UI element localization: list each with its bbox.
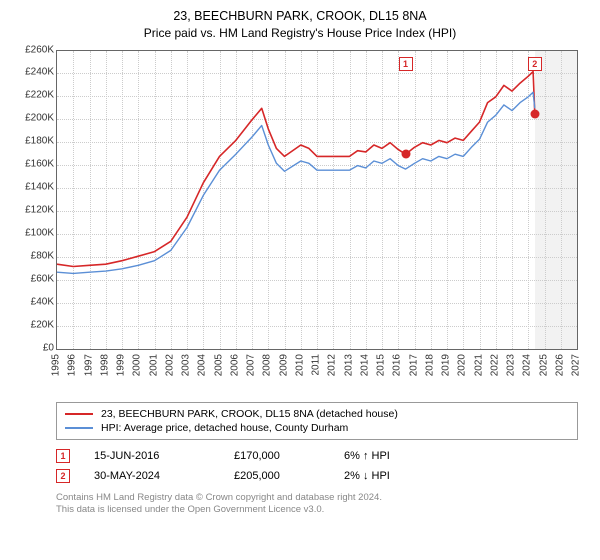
- x-axis-label: 2025: [538, 354, 549, 376]
- x-axis-label: 1996: [67, 354, 78, 376]
- x-axis-label: 2017: [408, 354, 419, 376]
- transaction-row: 2 30-MAY-2024£205,0002% ↓ HPI: [56, 466, 578, 486]
- plot-region: 12: [56, 50, 578, 350]
- x-axis-label: 1999: [116, 354, 127, 376]
- x-axis-label: 2020: [457, 354, 468, 376]
- footnote-line1: Contains HM Land Registry data © Crown c…: [56, 492, 588, 504]
- x-axis-label: 2018: [424, 354, 435, 376]
- transactions-table: 1 15-JUN-2016£170,0006% ↑ HPI 2 30-MAY-2024…: [56, 446, 578, 486]
- x-axis-label: 2001: [148, 354, 159, 376]
- series-hpi: [57, 92, 535, 273]
- x-axis-label: 2004: [197, 354, 208, 376]
- chart-title-line2: Price paid vs. HM Land Registry's House …: [12, 26, 588, 40]
- y-axis-label: £120K: [12, 204, 54, 215]
- transaction-date: 15-JUN-2016: [94, 450, 234, 462]
- x-axis-label: 2007: [246, 354, 257, 376]
- x-axis-label: 2021: [473, 354, 484, 376]
- transaction-marker: 1: [56, 449, 70, 463]
- y-axis-label: £100K: [12, 227, 54, 238]
- transaction-delta: 6% ↑ HPI: [344, 450, 454, 462]
- x-axis-label: 2016: [392, 354, 403, 376]
- chart-area: 12 £0£20K£40K£60K£80K£100K£120K£140K£160…: [12, 46, 588, 398]
- y-axis-label: £20K: [12, 319, 54, 330]
- x-axis-label: 2000: [132, 354, 143, 376]
- x-axis-label: 1998: [99, 354, 110, 376]
- transaction-point-1: [401, 149, 410, 158]
- y-axis-label: £160K: [12, 159, 54, 170]
- marker-box-1: 1: [399, 57, 413, 71]
- y-axis-label: £200K: [12, 113, 54, 124]
- x-axis-label: 2003: [181, 354, 192, 376]
- y-axis-label: £0: [12, 342, 54, 353]
- footnote: Contains HM Land Registry data © Crown c…: [56, 492, 588, 517]
- x-axis-label: 2011: [311, 354, 322, 376]
- x-axis-label: 2008: [262, 354, 273, 376]
- legend-label: 23, BEECHBURN PARK, CROOK, DL15 8NA (det…: [101, 408, 398, 420]
- x-axis-label: 2023: [506, 354, 517, 376]
- transaction-price: £170,000: [234, 450, 344, 462]
- x-axis-label: 2006: [229, 354, 240, 376]
- x-axis-label: 2015: [376, 354, 387, 376]
- marker-box-2: 2: [528, 57, 542, 71]
- series-property: [57, 71, 535, 266]
- y-axis-label: £220K: [12, 90, 54, 101]
- transaction-date: 30-MAY-2024: [94, 470, 234, 482]
- transaction-price: £205,000: [234, 470, 344, 482]
- x-axis-label: 2012: [327, 354, 338, 376]
- chart-title-line1: 23, BEECHBURN PARK, CROOK, DL15 8NA: [12, 8, 588, 26]
- footnote-line2: This data is licensed under the Open Gov…: [56, 504, 588, 516]
- x-axis-label: 1995: [51, 354, 62, 376]
- y-axis-label: £180K: [12, 136, 54, 147]
- legend-label: HPI: Average price, detached house, Coun…: [101, 422, 348, 434]
- x-axis-label: 2024: [522, 354, 533, 376]
- legend-swatch: [65, 427, 93, 429]
- y-axis-label: £80K: [12, 250, 54, 261]
- x-axis-label: 2014: [359, 354, 370, 376]
- y-axis-label: £60K: [12, 273, 54, 284]
- x-axis-label: 2019: [441, 354, 452, 376]
- series-lines: [57, 51, 577, 349]
- transaction-point-2: [530, 109, 539, 118]
- legend-swatch: [65, 413, 93, 415]
- x-axis-label: 2010: [294, 354, 305, 376]
- y-axis-label: £140K: [12, 182, 54, 193]
- x-axis-label: 2026: [554, 354, 565, 376]
- x-axis-label: 2022: [489, 354, 500, 376]
- legend-item: HPI: Average price, detached house, Coun…: [65, 421, 569, 435]
- transaction-delta: 2% ↓ HPI: [344, 470, 454, 482]
- x-axis-label: 2013: [343, 354, 354, 376]
- y-axis-label: £240K: [12, 67, 54, 78]
- x-axis-label: 1997: [83, 354, 94, 376]
- x-axis-label: 2005: [213, 354, 224, 376]
- legend-item: 23, BEECHBURN PARK, CROOK, DL15 8NA (det…: [65, 407, 569, 421]
- x-axis-label: 2009: [278, 354, 289, 376]
- legend: 23, BEECHBURN PARK, CROOK, DL15 8NA (det…: [56, 402, 578, 440]
- transaction-row: 1 15-JUN-2016£170,0006% ↑ HPI: [56, 446, 578, 466]
- transaction-marker: 2: [56, 469, 70, 483]
- y-axis-label: £260K: [12, 44, 54, 55]
- x-axis-label: 2002: [164, 354, 175, 376]
- x-axis-label: 2027: [571, 354, 582, 376]
- y-axis-label: £40K: [12, 296, 54, 307]
